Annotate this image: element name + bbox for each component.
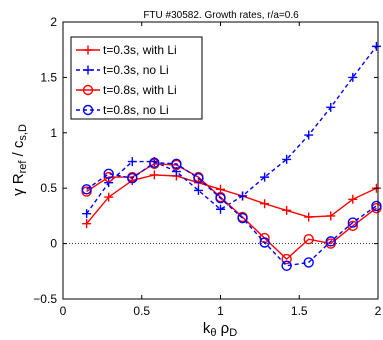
legend-entry: t=0.3s, no Li [76, 63, 169, 77]
x-tick-label: 2 [375, 304, 382, 318]
series-4 [81, 157, 382, 271]
legend-label: t=0.3s, with Li [103, 43, 177, 57]
data-point [127, 173, 138, 184]
data-point [371, 41, 381, 51]
y-tick-label: 1 [50, 126, 57, 140]
y-tick-label: 0 [50, 237, 57, 251]
legend-marker [83, 45, 93, 55]
data-point [149, 170, 159, 180]
y-tick-label: 1.5 [40, 70, 57, 84]
data-point [371, 200, 382, 212]
y-tick-label: 2 [50, 15, 57, 29]
y-axis-label: γ Rref / cs,D [10, 124, 29, 196]
data-point [303, 233, 314, 245]
data-point [104, 178, 114, 188]
legend-entry: t=0.3s, with Li [76, 43, 177, 57]
data-point [282, 154, 292, 164]
data-point [216, 204, 225, 214]
x-tick-label: 1.5 [291, 304, 308, 318]
data-point [304, 130, 314, 140]
legend: t=0.3s, with Li t=0.3s, no Li t=0.8s, with… [70, 36, 203, 120]
data-point [103, 168, 114, 179]
data-point [260, 199, 270, 209]
data-point [281, 260, 292, 271]
data-point [304, 212, 314, 222]
data-point [82, 219, 92, 229]
chart-title: FTU #30582. Growth rates, r/a=0.6 [143, 10, 299, 21]
legend-entry: t=0.8s, no Li [76, 103, 169, 117]
data-point [104, 192, 114, 202]
y-tick-label: 0.5 [40, 181, 57, 195]
data-point [259, 237, 270, 248]
data-point [238, 191, 248, 201]
data-point [127, 157, 137, 167]
x-tick-label: 1 [217, 304, 224, 318]
x-tick-label: 0.5 [133, 304, 150, 318]
legend-label: t=0.3s, no Li [103, 63, 169, 77]
data-point [347, 217, 358, 228]
legend-marker [82, 104, 94, 116]
data-point [82, 209, 92, 219]
data-point [325, 236, 336, 247]
data-point [281, 253, 292, 265]
series-1 [82, 170, 381, 229]
data-point [81, 184, 92, 195]
y-tick-label: −0.5 [33, 292, 57, 306]
data-point [347, 220, 358, 232]
data-point [348, 194, 358, 204]
legend-marker [82, 84, 94, 96]
legend-marker [83, 65, 93, 75]
legend-label: t=0.8s, with Li [103, 83, 177, 97]
data-point [303, 257, 314, 268]
x-tick-label: 0 [60, 304, 67, 318]
data-point [348, 72, 358, 82]
data-point [215, 192, 226, 204]
series-line [86, 161, 377, 267]
data-point [171, 158, 182, 170]
data-point [260, 172, 270, 182]
legend-label: t=0.8s, no Li [103, 103, 169, 117]
data-point [282, 205, 292, 215]
legend-entry: t=0.8s, with Li [76, 83, 177, 97]
data-point [237, 212, 248, 224]
data-point [326, 102, 336, 112]
data-point [193, 173, 204, 184]
data-point [326, 211, 336, 221]
x-axis-label: kθ ρD [203, 320, 237, 339]
data-point [149, 157, 160, 168]
data-point [193, 185, 203, 195]
